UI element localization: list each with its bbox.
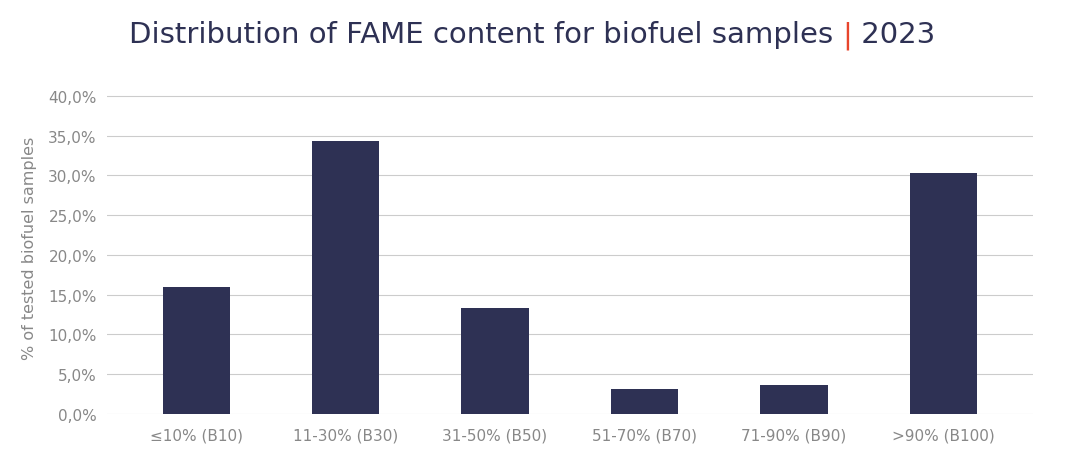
Text: 2023: 2023: [852, 21, 936, 50]
Bar: [163, 287, 230, 414]
Bar: [910, 174, 977, 414]
Bar: [611, 389, 678, 414]
Bar: [312, 141, 379, 414]
Bar: [461, 308, 528, 414]
Y-axis label: % of tested biofuel samples: % of tested biofuel samples: [22, 136, 37, 359]
Text: Distribution of FAME content for biofuel samples: Distribution of FAME content for biofuel…: [129, 21, 842, 50]
Text: |: |: [842, 21, 852, 50]
Bar: [760, 386, 828, 414]
